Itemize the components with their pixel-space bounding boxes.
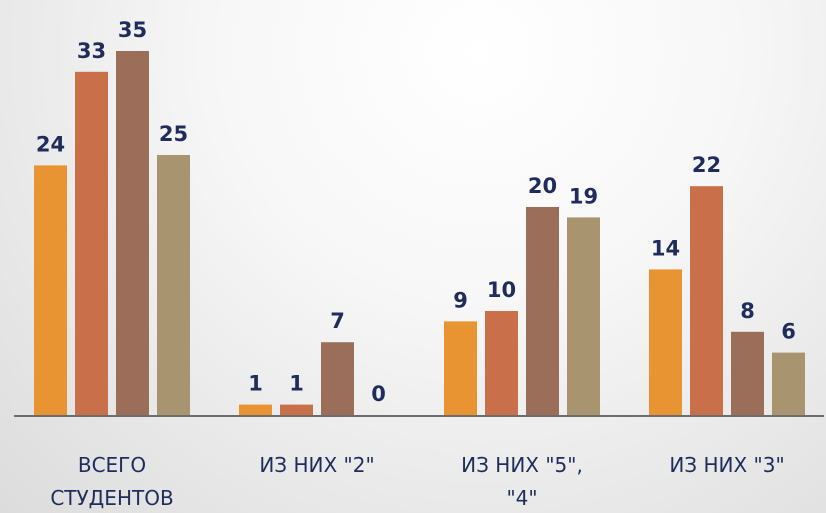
data-label: 10 (487, 278, 516, 302)
bar (34, 165, 67, 415)
bar (280, 404, 313, 415)
data-label: 8 (740, 299, 755, 323)
category-label: ИЗ НИХ "5", (461, 453, 583, 477)
category-labels-layer: ВСЕГО СТУДЕНТОВ ИЗ НИХ "2" ИЗ НИХ "5", "4" ИЗ… (50, 453, 784, 510)
data-label: 6 (781, 320, 796, 344)
data-label: 0 (371, 382, 386, 406)
bar (485, 311, 518, 415)
data-label: 22 (692, 153, 721, 177)
bar (239, 404, 272, 415)
data-label: 24 (36, 132, 65, 156)
data-label: 35 (118, 18, 147, 42)
category-label: "4" (506, 486, 537, 510)
data-label: 1 (248, 372, 263, 396)
bar (690, 186, 723, 415)
category-label: ИЗ НИХ "2" (259, 453, 374, 477)
data-label: 20 (528, 174, 557, 198)
bar (772, 352, 805, 415)
bar (116, 51, 149, 415)
bar (75, 71, 108, 416)
data-label: 25 (159, 122, 188, 146)
bars-layer (34, 51, 805, 416)
data-label: 33 (77, 39, 106, 63)
data-label: 1 (289, 372, 304, 396)
value-labels-layer: 24 33 35 25 1 1 7 0 9 10 20 19 14 22 8 6 (36, 18, 796, 406)
bar (731, 331, 764, 415)
bar (444, 321, 477, 415)
bar (649, 269, 682, 415)
bar (526, 207, 559, 415)
category-label: СТУДЕНТОВ (50, 486, 173, 510)
data-label: 14 (651, 236, 680, 260)
data-label: 9 (453, 288, 468, 312)
data-label: 19 (569, 184, 598, 208)
category-label: ВСЕГО (78, 453, 146, 477)
bar (321, 342, 354, 415)
bar (157, 155, 190, 415)
bar (567, 217, 600, 415)
category-label: ИЗ НИХ "3" (669, 453, 784, 477)
data-label: 7 (330, 309, 345, 333)
